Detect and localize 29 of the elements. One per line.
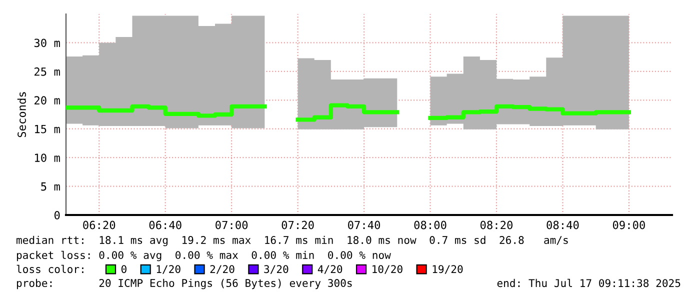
text: end: Thu Jul 17 09:11:38 2025 [497, 278, 680, 288]
text: probe: 20 ICMP Echo Pings (56 Bytes) every 300s [16, 278, 352, 290]
text: median rtt: 18.1 ms avg 19.2 ms max 16.7 ms min 18.0 ms now 0.7 ms sd 26.8 am/s [16, 236, 568, 246]
y-tick-label: 0 [54, 211, 60, 220]
x-tick-label: 07:20 [282, 220, 314, 230]
y-tick-label: 15 m [35, 125, 60, 134]
x-tick-label: 08:40 [546, 220, 579, 230]
legend-label: 19/20 [432, 265, 463, 274]
x-tick-label: 06:40 [149, 220, 182, 230]
y-tick-label: 20 m [34, 96, 60, 105]
legend-label: 3/20 [264, 265, 288, 274]
legend-label: 0 [121, 265, 126, 274]
x-tick-label: 08:00 [414, 220, 446, 230]
y-tick-label: 30 m [34, 38, 60, 48]
text: loss color: [16, 264, 84, 274]
x-tick-label: 08:20 [480, 220, 512, 230]
legend-label: 4/20 [318, 265, 342, 274]
legend-label: 1/20 [156, 265, 180, 274]
x-tick-label: 06:20 [83, 220, 116, 230]
legend-label: 10/20 [372, 265, 402, 274]
x-tick-label: 07:40 [348, 220, 380, 230]
y-tick-label: 5 m [41, 182, 60, 191]
x-tick-label: 09:00 [612, 220, 645, 230]
x-tick-label: 07:00 [216, 220, 248, 230]
legend-label: 2/20 [210, 265, 234, 274]
y-tick-label: 25 m [34, 67, 60, 76]
text: packet loss: 0.00 % avg 0.00 % max 0.00 % min 0.00 % now [16, 250, 391, 262]
y-tick-label: 10 m [35, 154, 60, 162]
y-axis-title: Seconds [17, 92, 26, 138]
